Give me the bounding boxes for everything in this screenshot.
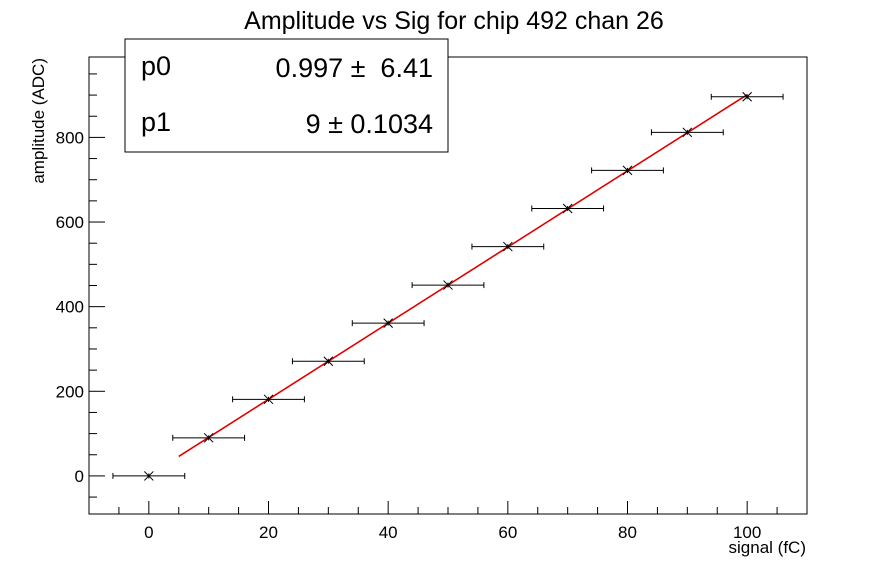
fit-line (178, 93, 748, 458)
x-tick-label: 0 (144, 523, 153, 542)
data-point (112, 471, 186, 481)
data-point (291, 356, 365, 367)
fit-stats-box: p0 0.997 ± 6.41 p1 9 ± 0.1034 (124, 38, 449, 153)
stat-p0-value: 0.997 ± 6.41 (276, 53, 433, 83)
y-tick-label: 800 (56, 128, 84, 147)
x-tick-label: 100 (733, 523, 761, 542)
data-point (411, 280, 485, 290)
data-point (471, 241, 545, 252)
x-tick-label: 60 (498, 523, 517, 542)
y-tick-label: 600 (56, 213, 84, 232)
x-axis-label: signal (fC) (729, 538, 806, 557)
stat-p0-name: p0 (141, 51, 171, 81)
data-point (531, 203, 605, 214)
tick-labels: 0 20 40 60 80 100 0 200 400 600 800 (56, 128, 762, 542)
stat-p1-name: p1 (141, 107, 171, 137)
x-tick-label: 40 (379, 523, 398, 542)
data-point (710, 91, 784, 102)
axis-ticks (88, 73, 808, 514)
data-point (172, 432, 246, 443)
stat-p1-value: 9 ± 0.1034 (306, 109, 433, 139)
data-point (591, 165, 664, 176)
y-tick-label: 200 (56, 382, 84, 401)
data-point (650, 127, 724, 138)
x-tick-label: 20 (259, 523, 278, 542)
chart-title: Amplitude vs Sig for chip 492 chan 26 (244, 7, 664, 35)
data-point (232, 394, 305, 405)
data-point (351, 318, 425, 329)
y-tick-label: 400 (56, 298, 84, 317)
data-points (112, 91, 784, 481)
y-tick-label: 0 (75, 467, 84, 486)
y-axis-label: amplitude (ADC) (29, 58, 48, 184)
x-tick-label: 80 (618, 523, 637, 542)
